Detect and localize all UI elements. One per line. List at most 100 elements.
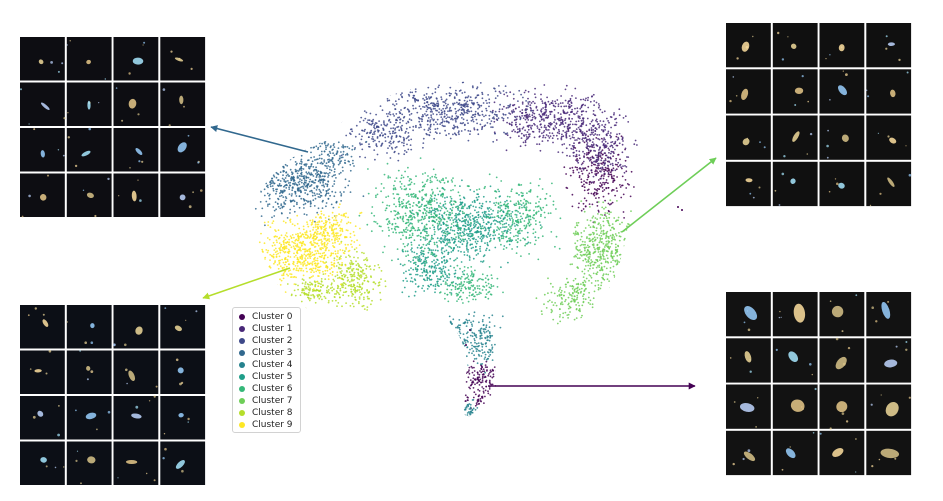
scatter-point <box>323 150 326 153</box>
scatter-point <box>375 196 377 199</box>
scatter-point <box>497 211 499 214</box>
scatter-point <box>463 230 466 232</box>
scatter-point <box>604 126 606 129</box>
scatter-point <box>553 121 555 124</box>
scatter-point <box>302 203 305 206</box>
scatter-point <box>556 322 559 325</box>
scatter-point <box>403 245 406 248</box>
scatter-point <box>416 111 419 114</box>
scatter-point <box>468 228 471 231</box>
scatter-point <box>509 123 511 126</box>
scatter-point <box>294 168 297 171</box>
scatter-point <box>613 124 616 127</box>
scatter-point <box>493 238 495 240</box>
scatter-point <box>519 232 521 235</box>
scatter-point <box>586 236 588 238</box>
scatter-point <box>469 387 471 390</box>
scatter-point <box>547 277 549 280</box>
scatter-point <box>599 108 602 111</box>
scatter-point <box>548 126 551 128</box>
scatter-point <box>455 214 457 217</box>
scatter-point <box>389 113 392 116</box>
scatter-point <box>520 191 523 194</box>
scatter-point <box>560 105 563 108</box>
scatter-point <box>620 166 622 169</box>
scatter-point <box>466 281 468 283</box>
scatter-point <box>592 244 595 247</box>
scatter-point <box>425 227 428 230</box>
scatter-point <box>626 183 629 185</box>
scatter-point <box>598 188 601 191</box>
scatter-point <box>446 334 448 336</box>
scatter-point <box>623 217 625 219</box>
scatter-point <box>552 141 554 144</box>
scatter-point <box>589 317 591 319</box>
scatter-point <box>388 141 391 144</box>
scatter-point <box>389 121 392 124</box>
scatter-point <box>441 274 444 277</box>
scatter-point <box>393 104 396 107</box>
scatter-point <box>428 265 431 268</box>
scatter-point <box>322 189 325 191</box>
scatter-point <box>459 219 461 222</box>
scatter-point <box>600 230 603 233</box>
scatter-point <box>462 118 465 121</box>
scatter-point <box>481 217 484 220</box>
scatter-point <box>440 241 443 244</box>
scatter-point <box>622 165 624 168</box>
scatter-point <box>586 169 588 172</box>
scatter-point <box>353 148 356 151</box>
scatter-point <box>422 97 424 100</box>
scatter-point <box>541 188 544 190</box>
scatter-point <box>495 114 497 116</box>
scatter-point <box>510 212 512 215</box>
scatter-point <box>613 152 615 155</box>
scatter-point <box>613 112 615 114</box>
scatter-point <box>466 364 469 367</box>
scatter-point <box>564 119 566 122</box>
scatter-point <box>481 289 484 291</box>
scatter-point <box>524 141 527 144</box>
scatter-point <box>476 211 478 214</box>
scatter-point <box>418 126 420 129</box>
scatter-point <box>621 167 623 170</box>
scatter-point <box>598 138 601 141</box>
scatter-point <box>385 124 388 127</box>
scatter-point <box>474 209 476 212</box>
scatter-point <box>422 250 425 253</box>
scatter-point <box>608 216 611 219</box>
scatter-point <box>526 231 529 234</box>
scatter-point <box>429 240 432 243</box>
scatter-point <box>471 381 474 384</box>
scatter-point <box>327 180 330 183</box>
scatter-point <box>386 123 389 126</box>
scatter-point <box>371 136 374 138</box>
scatter-point <box>442 205 444 207</box>
scatter-point <box>433 228 436 231</box>
scatter-point <box>486 339 489 342</box>
scatter-point <box>395 136 398 139</box>
scatter-point <box>601 190 604 193</box>
scatter-point <box>481 110 483 113</box>
scatter-point <box>474 115 476 118</box>
scatter-point <box>279 195 281 198</box>
scatter-point <box>428 215 431 218</box>
scatter-point <box>479 370 481 372</box>
scatter-point <box>497 237 500 239</box>
scatter-point <box>474 291 477 294</box>
scatter-point <box>519 239 522 242</box>
scatter-point <box>442 217 445 220</box>
scatter-point <box>611 169 614 172</box>
scatter-point <box>408 179 411 182</box>
scatter-point <box>534 206 537 208</box>
scatter-point <box>331 175 334 178</box>
scatter-point <box>318 157 321 160</box>
scatter-point <box>581 185 584 188</box>
scatter-point <box>601 237 604 240</box>
scatter-point <box>446 210 449 213</box>
scatter-point <box>323 161 326 163</box>
scatter-point <box>571 193 574 196</box>
scatter-point <box>538 128 541 131</box>
scatter-point <box>560 289 563 292</box>
scatter-point <box>397 152 400 155</box>
